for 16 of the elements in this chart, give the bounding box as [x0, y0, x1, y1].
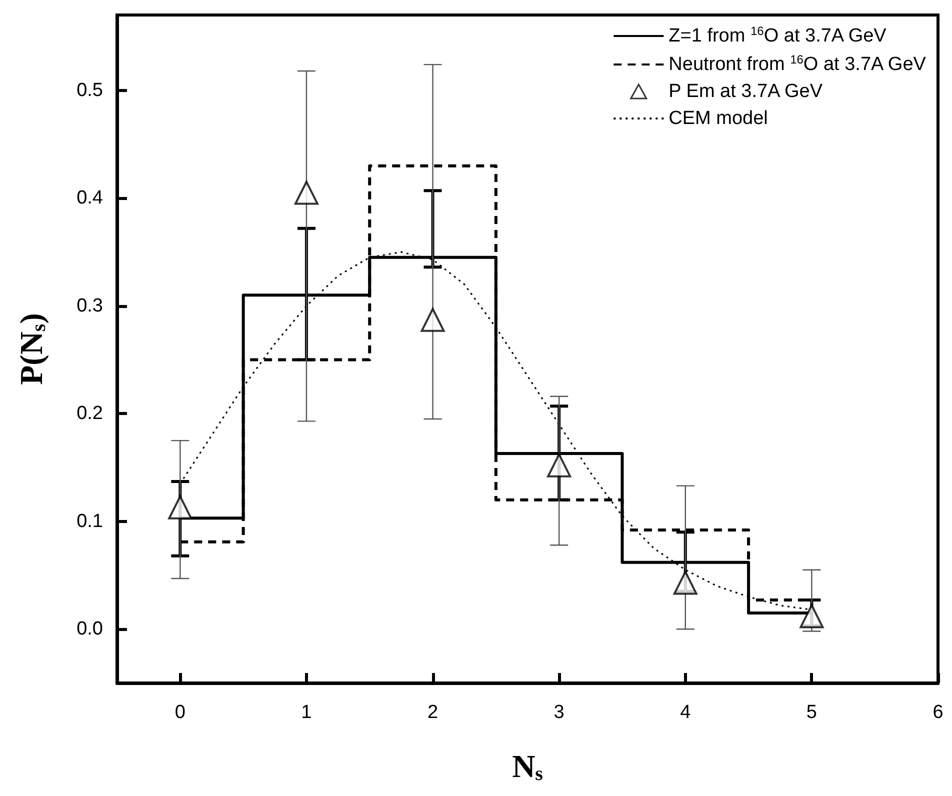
y-tick-label: 0.3 — [76, 295, 103, 316]
y-tick-label: 0.4 — [76, 188, 104, 209]
x-tick-label: 2 — [427, 702, 438, 723]
y-axis-title: P(Ns) — [13, 313, 50, 385]
x-tick-label: 1 — [301, 702, 312, 723]
x-tick-label: 6 — [932, 702, 944, 723]
legend-label: CEM model — [668, 108, 768, 129]
legend-label: P Em at 3.7A GeV — [668, 81, 823, 102]
y-tick-label: 0.0 — [76, 618, 103, 640]
x-tick-label: 5 — [806, 702, 817, 723]
y-tick-label: 0.2 — [76, 403, 103, 424]
x-tick-label: 4 — [680, 702, 692, 723]
x-tick-label: 3 — [554, 702, 564, 723]
x-tick-label: 0 — [174, 702, 186, 723]
y-tick-label: 0.1 — [76, 510, 103, 532]
y-tick-label: 0.5 — [76, 80, 103, 101]
